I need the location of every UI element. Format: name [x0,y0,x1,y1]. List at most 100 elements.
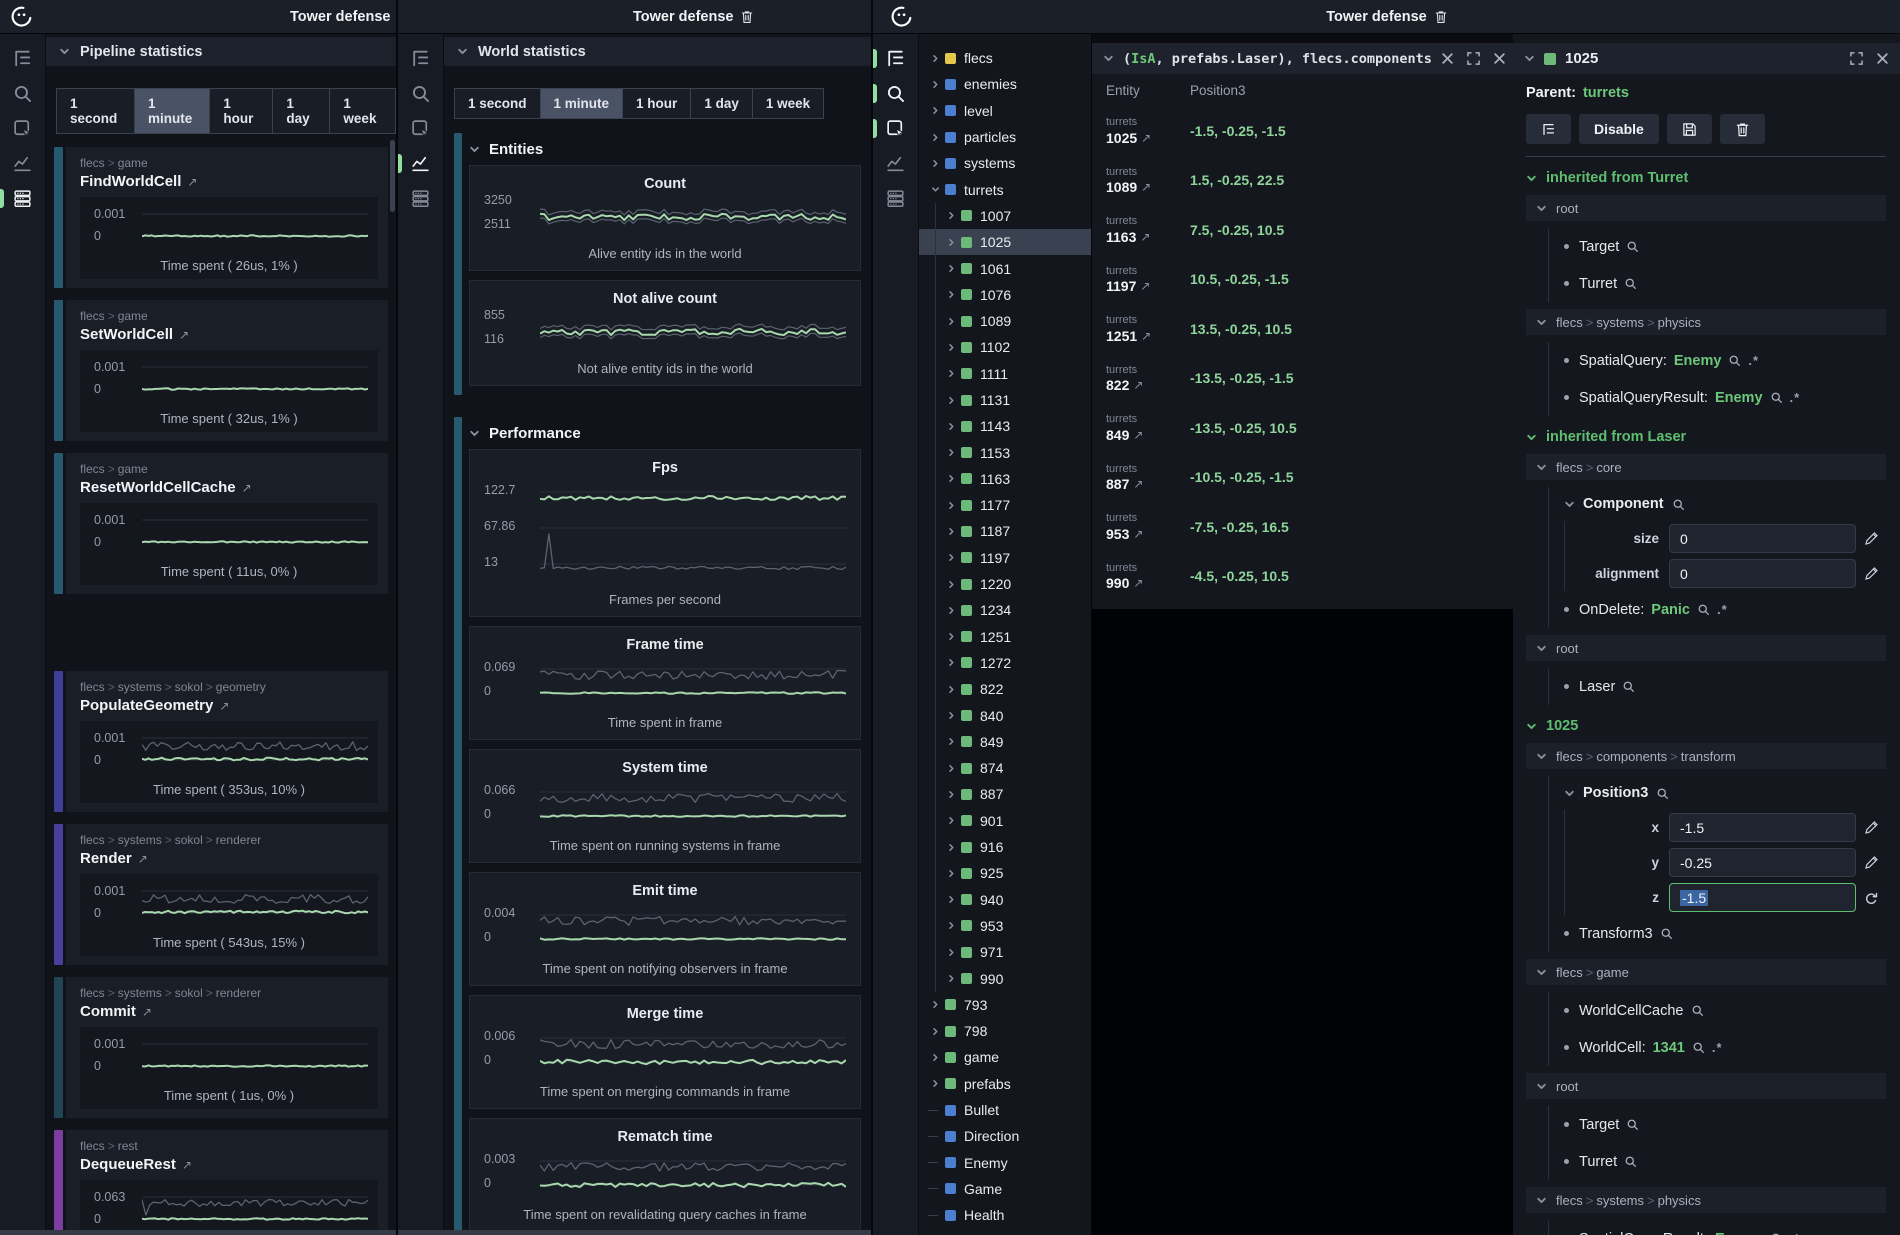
chevron-right-icon[interactable] [944,264,958,273]
undo-icon[interactable] [1856,891,1886,905]
tab-1-second[interactable]: 1 second [455,89,541,118]
tree-item-1025[interactable]: 1025 [919,229,1091,255]
tree-item-1131[interactable]: 1131 [919,387,1091,413]
tree-icon[interactable] [0,48,45,70]
field-input-alignment[interactable]: 0 [1669,559,1856,588]
tree-item-particles[interactable]: particles [919,124,1091,150]
component-Component[interactable]: Component [1549,487,1886,521]
chevron-right-icon[interactable] [944,921,958,930]
inspect-icon[interactable] [0,118,45,140]
entity-id-link[interactable]: 822 ↗ [1106,377,1190,394]
query-row-1089[interactable]: turrets1089 ↗1.5, -0.25, 22.5 [1092,156,1513,206]
search-icon[interactable] [1656,787,1669,800]
tree-item-1163[interactable]: 1163 [919,466,1091,492]
tree-item-Bullet[interactable]: Bullet [919,1097,1091,1123]
query-row-953[interactable]: turrets953 ↗-7.5, -0.25, 16.5 [1092,502,1513,552]
chevron-right-icon[interactable] [944,290,958,299]
tab-1-week[interactable]: 1 week [330,89,395,133]
component-scope-bar[interactable]: flecs>systems>physics [1526,1187,1886,1213]
chevron-right-icon[interactable] [944,764,958,773]
field-input-x[interactable]: -1.5 [1669,813,1856,842]
tree-item-1177[interactable]: 1177 [919,492,1091,518]
tree-item-840[interactable]: 840 [919,702,1091,728]
chevron-right-icon[interactable] [928,80,942,89]
component-value-link[interactable]: 1341 [1653,1040,1685,1056]
stats-icon[interactable] [873,188,918,210]
world-statistics-header[interactable]: World statistics [444,37,871,66]
tree-item-1007[interactable]: 1007 [919,203,1091,229]
tree-item-793[interactable]: 793 [919,992,1091,1018]
query-row-822[interactable]: turrets822 ↗-13.5, -0.25, -1.5 [1092,354,1513,404]
component-value-link[interactable]: Enemy [1715,390,1763,406]
tab-1-minute[interactable]: 1 minute [135,89,210,133]
tree-item-925[interactable]: 925 [919,860,1091,886]
component-scope-bar[interactable]: root [1526,635,1886,661]
chevron-right-icon[interactable] [944,974,958,983]
search-icon[interactable] [1626,240,1639,253]
tree-item-prefabs[interactable]: prefabs [919,1071,1091,1097]
tree-item-1111[interactable]: 1111 [919,361,1091,387]
tree-item-887[interactable]: 887 [919,781,1091,807]
clear-query-icon[interactable] [1441,52,1454,65]
search-icon[interactable] [1672,498,1685,511]
entity-id-link[interactable]: 1089 ↗ [1106,179,1190,196]
entity-id-link[interactable]: 1025 ↗ [1106,130,1190,147]
component-value-link[interactable]: Panic [1651,602,1690,618]
chevron-right-icon[interactable] [944,501,958,510]
chevron-right-icon[interactable] [944,711,958,720]
pair-icon[interactable]: .* [1790,1231,1801,1235]
tree-item-turrets[interactable]: turrets [919,176,1091,202]
edit-pencil-icon[interactable] [1856,532,1886,546]
tree-item-Health[interactable]: Health [919,1202,1091,1228]
chart-icon[interactable] [873,153,918,175]
search-icon[interactable] [1622,680,1635,693]
chevron-right-icon[interactable] [944,948,958,957]
query-row-1251[interactable]: turrets1251 ↗13.5, -0.25, 10.5 [1092,304,1513,354]
fullscreen-icon[interactable] [1850,52,1863,65]
chevron-right-icon[interactable] [944,317,958,326]
search-icon[interactable] [1692,1041,1705,1054]
component-Position3[interactable]: Position3 [1549,776,1886,810]
system-name-link[interactable]: PopulateGeometry ↗ [80,697,378,714]
chevron-right-icon[interactable] [944,211,958,220]
query-row-849[interactable]: turrets849 ↗-13.5, -0.25, 10.5 [1092,403,1513,453]
delete-button[interactable] [1720,114,1765,144]
trash-icon[interactable] [1435,10,1447,24]
show-hierarchy-button[interactable] [1526,114,1571,144]
tree-item-1197[interactable]: 1197 [919,545,1091,571]
entity-id-link[interactable]: 990 ↗ [1106,575,1190,592]
field-input-size[interactable]: 0 [1669,524,1856,553]
search-icon[interactable] [1626,1118,1639,1131]
search-icon[interactable] [0,83,45,105]
section-header[interactable]: Performance [469,417,861,449]
entity-id-link[interactable]: 887 ↗ [1106,476,1190,493]
chevron-right-icon[interactable] [928,133,942,142]
chevron-right-icon[interactable] [944,843,958,852]
chevron-down-icon[interactable] [1524,53,1535,64]
chevron-right-icon[interactable] [944,685,958,694]
tree-item-Enemy[interactable]: Enemy [919,1149,1091,1175]
chevron-right-icon[interactable] [944,527,958,536]
inspect-icon[interactable] [398,118,443,140]
tree-item-916[interactable]: 916 [919,834,1091,860]
tree-item-level[interactable]: level [919,98,1091,124]
system-name-link[interactable]: SetWorldCell ↗ [80,326,378,343]
entity-id-link[interactable]: 1251 ↗ [1106,328,1190,345]
tree-icon[interactable] [873,48,918,70]
pair-icon[interactable]: .* [1790,390,1801,405]
inspector-section-1025[interactable]: 1025 [1526,718,1886,734]
tree-item-1143[interactable]: 1143 [919,413,1091,439]
search-icon[interactable] [1624,1155,1637,1168]
chevron-right-icon[interactable] [944,474,958,483]
search-icon[interactable] [1728,354,1741,367]
tree-item-flecs[interactable]: flecs [919,45,1091,71]
query-row-1025[interactable]: turrets1025 ↗-1.5, -0.25, -1.5 [1092,106,1513,156]
tree-item-1187[interactable]: 1187 [919,518,1091,544]
tree-item-1272[interactable]: 1272 [919,650,1091,676]
trash-icon[interactable] [741,10,753,24]
query-row-1163[interactable]: turrets1163 ↗7.5, -0.25, 10.5 [1092,205,1513,255]
tree-item-1234[interactable]: 1234 [919,597,1091,623]
pair-icon[interactable]: .* [1712,1040,1723,1055]
query-row-1197[interactable]: turrets1197 ↗10.5, -0.25, -1.5 [1092,255,1513,305]
search-icon[interactable] [1691,1004,1704,1017]
